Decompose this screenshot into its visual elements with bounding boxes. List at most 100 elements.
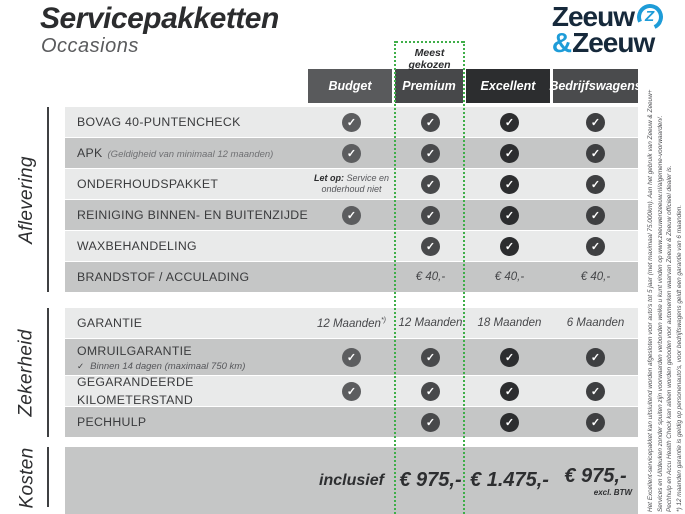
cell-bedrijfswagens: ✓	[553, 412, 638, 432]
kosten-cell-premium: € 975,-	[395, 469, 466, 492]
cell-bedrijfswagens: ✓	[553, 112, 638, 132]
check-icon: ✓	[421, 205, 440, 225]
cell-budget: ✓	[308, 205, 395, 225]
section-bar-aflevering	[47, 107, 49, 292]
row-label: BOVAG 40-PUNTENCHECK	[77, 115, 241, 129]
table-row: REINIGING BINNEN- EN BUITENZIJDE ✓ ✓ ✓ ✓	[65, 200, 638, 230]
row-label-cell: GARANTIE	[65, 314, 308, 332]
cell-premium: ✓	[395, 236, 466, 256]
cell-excellent: € 40,-	[466, 271, 553, 283]
cell-value: 6 Maanden	[566, 317, 625, 329]
row-label: OMRUILGARANTIE	[77, 344, 192, 358]
row-label-cell: WAXBEHANDELING	[65, 237, 308, 255]
table-row: BRANDSTOF / ACCULADING € 40,- € 40,- € 40,-	[65, 262, 638, 292]
row-label: WAXBEHANDELING	[77, 239, 197, 253]
row-label: GEGARANDEERDE KILOMETERSTAND	[77, 375, 194, 407]
cell-premium: ✓	[395, 112, 466, 132]
column-header-bedrijfswagens: Bedrijfswagens	[549, 69, 642, 103]
check-icon: ✓	[500, 236, 519, 256]
check-icon: ✓	[500, 112, 519, 132]
check-icon: ✓	[586, 174, 605, 194]
footnote-line: *) 12 maanden garantie is geldig op pers…	[675, 204, 683, 512]
cell-bedrijfswagens: ✓	[553, 174, 638, 194]
cell-value: € 40,-	[415, 271, 446, 283]
row-label: ONDERHOUDSPAKKET	[77, 177, 219, 191]
cell-excellent: ✓	[466, 205, 553, 225]
check-icon: ✓	[421, 112, 440, 132]
column-header-excellent: Excellent	[466, 69, 550, 103]
logo-ampersand: &	[551, 27, 572, 58]
check-icon: ✓	[342, 347, 361, 367]
check-icon: ✓	[421, 174, 440, 194]
cell-bedrijfswagens: ✓	[553, 381, 638, 401]
table-row: ONDERHOUDSPAKKET Let op: Service en onder…	[65, 169, 638, 199]
kosten-excellent-value: € 1.475,-	[470, 469, 549, 491]
row-label-cell: REINIGING BINNEN- EN BUITENZIJDE	[65, 206, 308, 224]
cell-premium: 12 Maanden	[395, 317, 466, 329]
row-label-cell: ONDERHOUDSPAKKET	[65, 175, 308, 193]
check-icon: ✓	[421, 143, 440, 163]
check-icon: ✓	[342, 143, 361, 163]
cell-value: 12 Maanden*)	[316, 316, 386, 330]
footnote-line: Het Excellent-servicepakket kan uitsluit…	[647, 89, 654, 512]
cell-premium: ✓	[395, 205, 466, 225]
column-header-premium: Premium	[395, 69, 463, 103]
row-label: PECHHULP	[77, 415, 147, 429]
cell-excellent: ✓	[466, 412, 553, 432]
cell-budget: 12 Maanden*)	[308, 317, 395, 330]
row-label-cell: OMRUILGARANTIE ✓ Binnen 14 dagen (maximaal…	[65, 342, 308, 372]
kosten-premium-value: € 975,-	[399, 469, 462, 491]
table-row: GEGARANDEERDE KILOMETERSTAND ✓ ✓ ✓ ✓	[65, 373, 638, 409]
row-label-cell: PECHHULP	[65, 413, 308, 431]
logo-line-1: Zeeuw Z	[551, 0, 667, 34]
logo-line-2: & Zeeuw	[551, 27, 663, 58]
check-icon: ✓	[586, 412, 605, 432]
table-row: WAXBEHANDELING ✓ ✓ ✓	[65, 231, 638, 261]
row-label-cell: GEGARANDEERDE KILOMETERSTAND	[65, 373, 308, 409]
row-label-cell: APK (Geldigheid van minimaal 12 maanden)	[65, 144, 308, 162]
check-icon: ✓	[500, 143, 519, 163]
cell-budget: ✓	[308, 381, 395, 401]
check-icon: ✓	[342, 112, 361, 132]
cell-excellent: ✓	[466, 174, 553, 194]
check-icon: ✓	[421, 381, 440, 401]
cell-premium: ✓	[395, 143, 466, 163]
check-icon: ✓	[500, 381, 519, 401]
footnote-line: Pechhulp en Accu Health Check kan alleen…	[666, 165, 674, 512]
kosten-cell-bedrijfswagens: € 975,- excl. BTW	[553, 465, 638, 497]
section-bar-kosten	[47, 447, 49, 507]
footnotes: Het Excellent-servicepakket kan uitsluit…	[646, 89, 684, 512]
cell-premium: ✓	[395, 381, 466, 401]
check-icon: ✓	[500, 412, 519, 432]
check-icon: ✓	[342, 205, 361, 225]
row-label-cell: BOVAG 40-PUNTENCHECK	[65, 113, 308, 131]
kosten-row: inclusief € 975,- € 1.475,- € 975,- excl…	[65, 447, 638, 514]
table-row: BOVAG 40-PUNTENCHECK ✓ ✓ ✓ ✓	[65, 107, 638, 137]
cell-bedrijfswagens: € 40,-	[553, 271, 638, 283]
check-icon: ✓	[500, 174, 519, 194]
logo-word-1: Zeeuw	[551, 1, 635, 33]
cell-excellent: ✓	[466, 347, 553, 367]
check-icon: ✓	[421, 412, 440, 432]
section-bar-zekerheid	[47, 308, 49, 437]
cell-budget: ✓	[308, 143, 395, 163]
cell-bedrijfswagens: ✓	[553, 143, 638, 163]
table-row: OMRUILGARANTIE ✓ Binnen 14 dagen (maximaal…	[65, 339, 638, 375]
footnote-line: Services en Uitdeuken zonder spuiten zij…	[656, 115, 664, 512]
section-label-zekerheid: Zekerheid	[16, 328, 38, 417]
cell-budget: ✓	[308, 112, 395, 132]
cell-excellent: ✓	[466, 112, 553, 132]
row-label: REINIGING BINNEN- EN BUITENZIJDE	[77, 208, 308, 222]
table-row: GARANTIE 12 Maanden*) 12 Maanden 18 Maanden…	[65, 308, 638, 338]
cell-premium: ✓	[395, 174, 466, 194]
page-title: Servicepakketten	[40, 2, 279, 35]
table-row: PECHHULP ✓ ✓ ✓	[65, 407, 638, 437]
check-icon: ✓	[500, 205, 519, 225]
cell-budget: ✓	[308, 347, 395, 367]
section-aflevering: BOVAG 40-PUNTENCHECK ✓ ✓ ✓ ✓ APK (Geldigheid v…	[65, 107, 638, 293]
check-icon: ✓	[586, 381, 605, 401]
zeeuw-en-zeeuw-logo: Zeeuw Z & Zeeuw	[551, 0, 667, 58]
check-icon: ✓	[586, 205, 605, 225]
row-label: APK	[77, 146, 103, 160]
cell-excellent: 18 Maanden	[466, 317, 553, 329]
